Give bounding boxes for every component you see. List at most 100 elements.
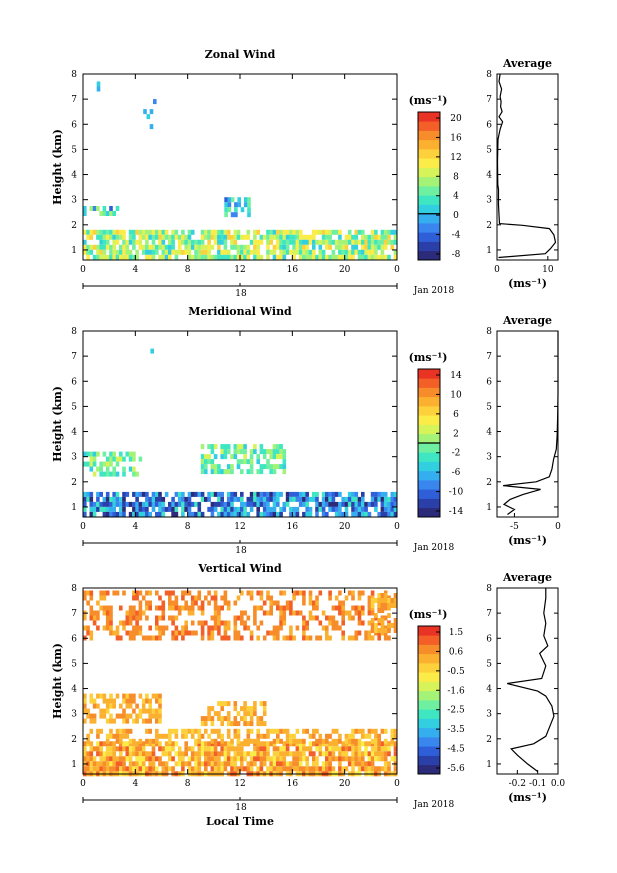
heatmap-cell xyxy=(213,501,218,507)
heatmap-cell xyxy=(282,464,287,470)
heatmap-cell xyxy=(86,600,90,606)
heatmap-cell xyxy=(128,239,133,245)
heatmap-cell xyxy=(354,751,359,757)
heatmap-cell xyxy=(92,703,97,709)
heatmap-cell xyxy=(308,600,313,606)
heatmap-cell xyxy=(138,511,143,517)
heatmap-cell xyxy=(181,630,185,636)
heatmap-cell xyxy=(256,733,260,739)
heatmap-cell xyxy=(354,756,359,762)
heatmap-cell xyxy=(181,728,185,734)
heatmap-cell xyxy=(112,506,116,512)
heatmap-cell xyxy=(292,239,296,245)
heatmap-cell xyxy=(289,738,293,744)
heatmap-cell xyxy=(102,625,107,631)
y-tick-label: 3 xyxy=(71,710,77,720)
heatmap-cell xyxy=(141,244,146,250)
heatmap-cell xyxy=(266,590,270,596)
colorbar-segment xyxy=(418,406,440,416)
heatmap-cell xyxy=(115,239,120,245)
heatmap-cell xyxy=(187,244,192,250)
heatmap-cell xyxy=(197,605,202,611)
heatmap-cell xyxy=(184,741,188,747)
heatmap-cell xyxy=(102,471,107,477)
heatmap-cell xyxy=(279,444,283,450)
heatmap-cell xyxy=(347,610,352,616)
heatmap-cell xyxy=(220,511,224,517)
heatmap-cell xyxy=(295,756,300,762)
heatmap-cell xyxy=(197,506,202,512)
heatmap-cell xyxy=(328,595,332,601)
heatmap-cell xyxy=(164,761,169,767)
heatmap-cell xyxy=(367,244,372,250)
heatmap-cell xyxy=(102,751,107,757)
heatmap-cell xyxy=(298,254,303,260)
heatmap-cell xyxy=(351,590,355,596)
heatmap-cell xyxy=(190,766,195,772)
heatmap-cell xyxy=(109,471,113,477)
heatmap-cell xyxy=(194,761,198,767)
heatmap-cell xyxy=(168,600,172,606)
colorbar-tick-label: 8 xyxy=(453,172,459,182)
colorbar-tick-label: 0.6 xyxy=(449,647,464,657)
heatmap-cell xyxy=(230,239,234,245)
heatmap-cell xyxy=(119,234,123,240)
heatmap-cell xyxy=(96,496,100,502)
heatmap-cell xyxy=(213,625,218,631)
heatmap-cell xyxy=(213,454,218,460)
x-tick-label: 20 xyxy=(339,522,351,532)
heatmap-cell xyxy=(331,625,336,631)
heatmap-cell xyxy=(361,761,365,767)
heatmap-cell xyxy=(138,625,143,631)
heatmap-cell xyxy=(161,234,166,240)
heatmap-cell xyxy=(344,501,349,507)
heatmap-cell xyxy=(328,766,332,772)
heatmap-cell xyxy=(338,506,342,512)
heatmap-cell xyxy=(347,496,352,502)
heatmap-cell xyxy=(226,600,231,606)
heatmap-cell xyxy=(259,716,264,722)
heatmap-cell xyxy=(364,746,368,752)
heatmap-cell xyxy=(338,766,342,772)
heatmap-cell xyxy=(253,501,257,507)
heatmap-cell xyxy=(292,595,296,601)
heatmap-cell xyxy=(374,628,378,633)
profile-y-tick-label: 8 xyxy=(486,70,492,80)
heatmap-cell xyxy=(226,506,231,512)
heatmap-cell xyxy=(86,590,90,596)
heatmap-cell xyxy=(164,746,169,752)
heatmap-cell xyxy=(380,751,385,757)
heatmap-cell xyxy=(328,635,332,641)
heatmap-cell xyxy=(151,751,156,757)
heatmap-cell xyxy=(259,766,264,772)
heatmap-cell xyxy=(285,738,290,744)
heatmap-cell xyxy=(135,229,139,235)
heatmap-cell xyxy=(112,466,116,472)
heatmap-cell xyxy=(230,746,234,752)
heatmap-cell xyxy=(249,496,254,502)
heatmap-cell xyxy=(295,610,300,616)
heatmap-cell xyxy=(83,511,87,517)
heatmap-cell xyxy=(86,229,90,235)
profile-x-tick-label: 0.0 xyxy=(551,779,566,789)
heatmap-cell xyxy=(315,766,319,772)
heatmap-cell xyxy=(272,746,277,752)
heatmap-cell xyxy=(262,454,267,460)
heatmap-cell xyxy=(119,751,123,757)
heatmap-cell xyxy=(282,756,287,762)
heatmap-cell xyxy=(155,496,159,502)
heatmap-cell xyxy=(115,635,120,641)
colorbar-tick-label: -4.5 xyxy=(447,745,465,755)
heatmap-cell xyxy=(132,605,136,611)
heatmap-cell xyxy=(194,501,198,507)
heatmap-cell xyxy=(220,239,224,245)
heatmap-cell xyxy=(115,625,120,631)
heatmap-cell xyxy=(168,605,172,611)
heatmap-cell xyxy=(249,738,254,744)
heatmap-cell xyxy=(171,605,175,611)
heatmap-cell xyxy=(302,501,306,507)
heatmap-cell xyxy=(138,766,143,772)
heatmap-cell xyxy=(207,239,211,245)
heatmap-cell xyxy=(298,239,303,245)
heatmap-cell xyxy=(190,746,195,752)
